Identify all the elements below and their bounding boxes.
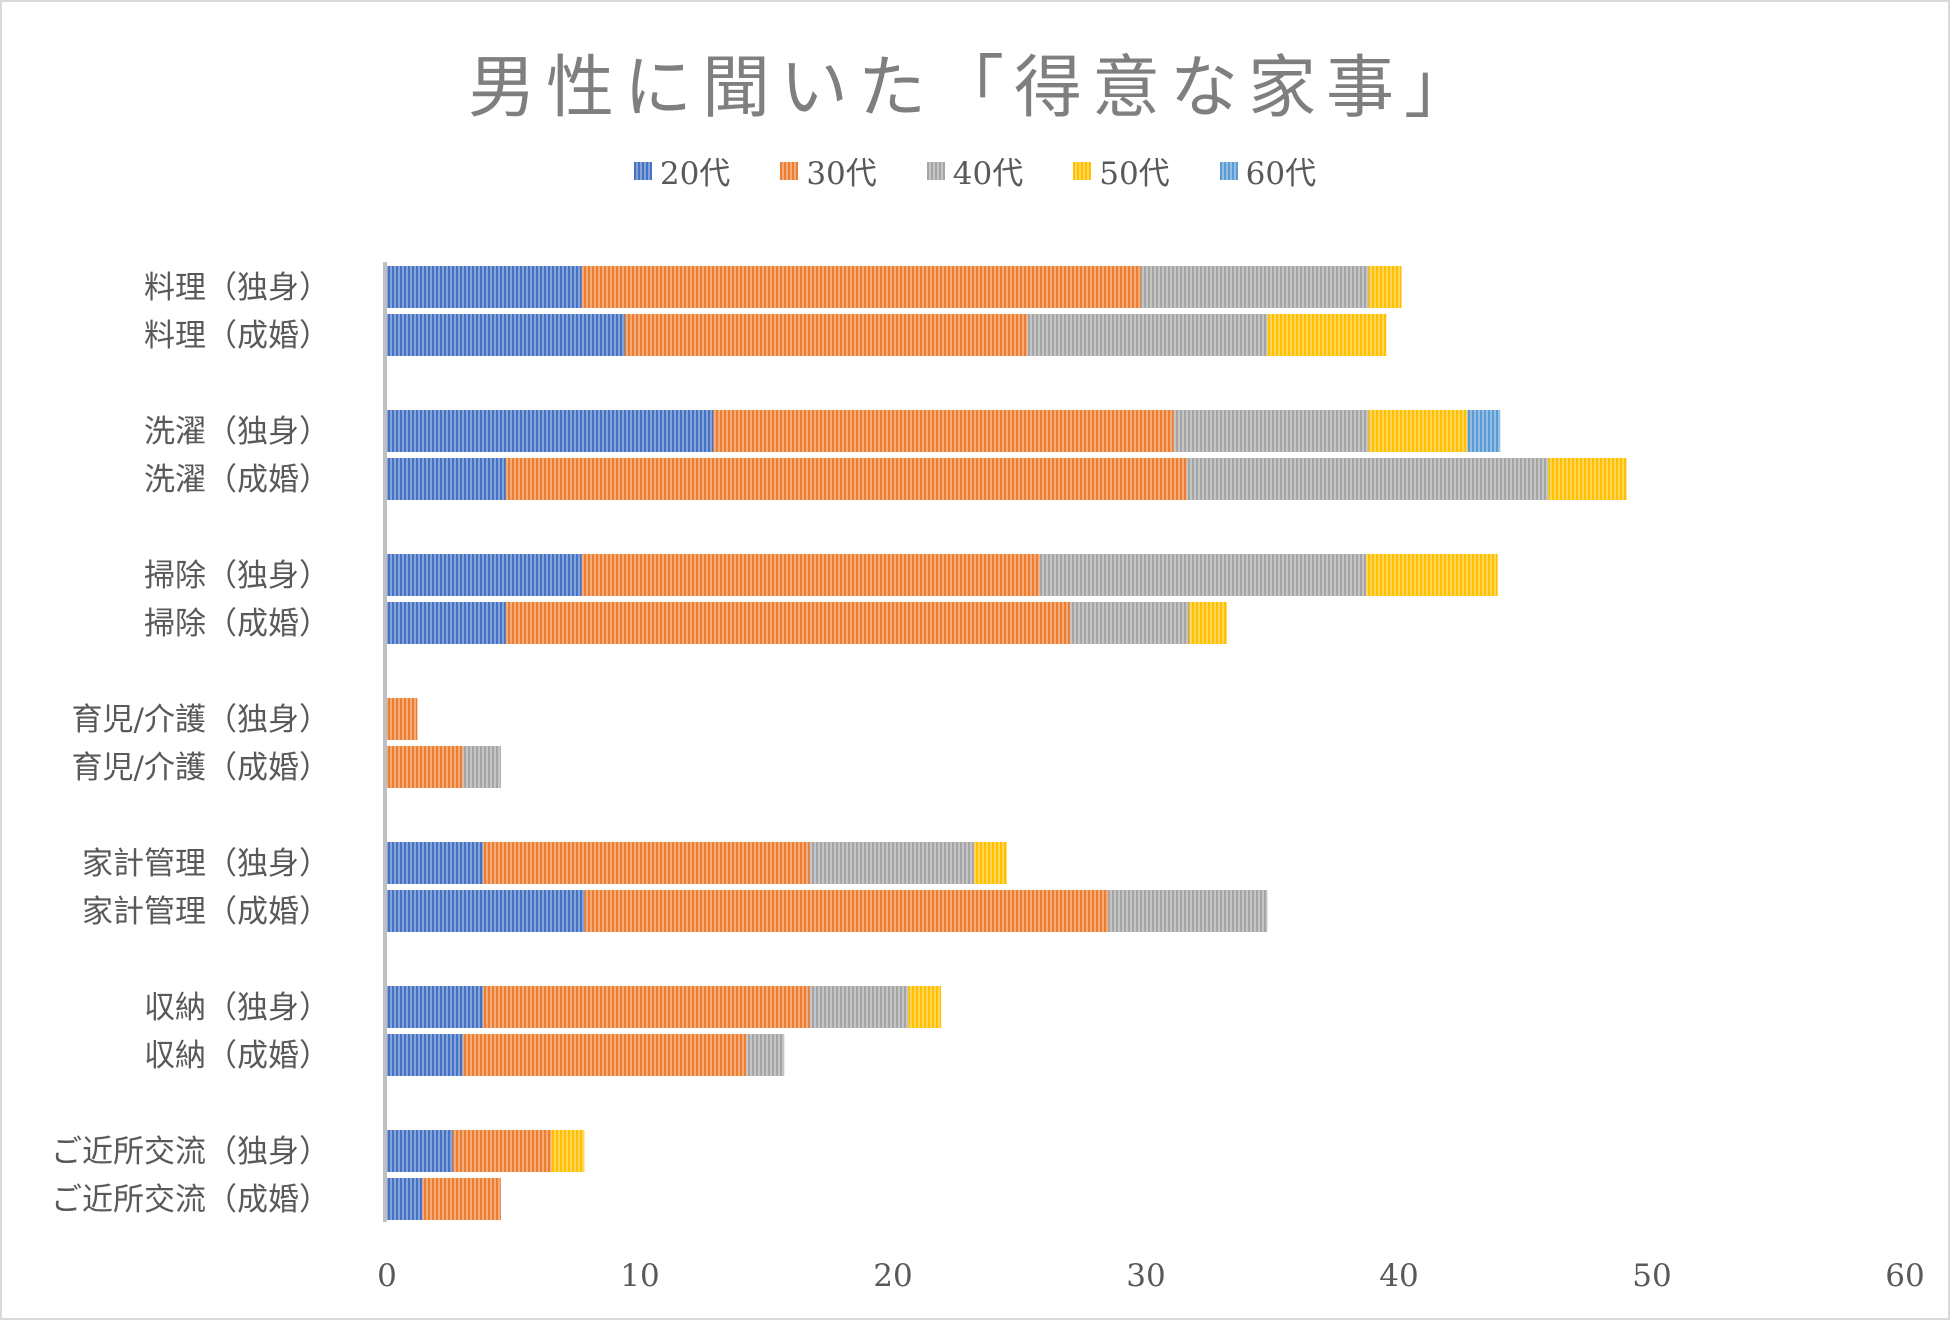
bar-segment-20代: [387, 458, 506, 500]
bar-segment-50代: [1548, 458, 1627, 500]
bar-segment-30代: [584, 890, 1109, 932]
bar-segment-60代: [1467, 410, 1501, 452]
bar-segment-30代: [505, 458, 1187, 500]
bar-segment-30代: [581, 266, 1141, 308]
bars-layer: [387, 266, 1627, 1220]
category-label: 掃除（成婚）: [144, 606, 330, 642]
bar-segment-40代: [1186, 458, 1549, 500]
category-labels: 料理（独身） 料理（成婚） 洗濯（独身） 洗濯（成婚） 掃除（独身） 掃除（成婚） 育児/介…: [51, 270, 330, 1218]
bar-segment-20代: [387, 554, 582, 596]
category-label: 家計管理（成婚）: [82, 894, 330, 930]
bar-segment-50代: [1368, 410, 1468, 452]
bar-segment-30代: [483, 986, 810, 1028]
bar-segment-20代: [387, 314, 625, 356]
bar-segment-40代: [809, 842, 974, 884]
bar-segment-40代: [1039, 554, 1367, 596]
category-label: 料理（独身）: [144, 270, 330, 306]
bar-segment-40代: [1070, 602, 1190, 644]
bar-segment-20代: [387, 266, 582, 308]
bar-segment-50代: [1368, 266, 1402, 308]
legend-item-30代: 30代: [780, 148, 877, 193]
bar-segment-30代: [483, 842, 810, 884]
bar-segment-30代: [505, 602, 1071, 644]
bar-segment-20代: [387, 986, 484, 1028]
bar-segment-40代: [809, 986, 909, 1028]
category-label: 収納（独身）: [144, 990, 330, 1026]
bar-segment-20代: [387, 602, 506, 644]
bar-segment-50代: [551, 1130, 585, 1172]
bar-segment-20代: [387, 842, 484, 884]
bar-segment-40代: [746, 1034, 785, 1076]
bar-segment-40代: [1173, 410, 1369, 452]
bar-segment-40代: [462, 746, 501, 788]
x-tick-label: 40: [1379, 1258, 1418, 1294]
bar-segment-20代: [387, 1130, 453, 1172]
x-tick-label: 20: [873, 1258, 912, 1294]
x-tick-label: 30: [1126, 1258, 1165, 1294]
legend: 20代 30代 40代 50代 60代: [0, 148, 1950, 193]
x-tick-label: 0: [377, 1258, 397, 1294]
category-label: 育児/介護（成婚）: [72, 750, 330, 786]
bar-segment-30代: [422, 1178, 501, 1220]
bar-segment-40代: [1140, 266, 1369, 308]
x-tick-label: 50: [1632, 1258, 1671, 1294]
legend-swatch: [926, 161, 945, 180]
bar-segment-30代: [387, 746, 463, 788]
bar-segment-20代: [387, 410, 714, 452]
bar-segment-40代: [1027, 314, 1268, 356]
bar-segment-20代: [387, 1034, 463, 1076]
bar-segment-50代: [1267, 314, 1387, 356]
legend-label: 20代: [659, 156, 731, 192]
bar-segment-20代: [387, 890, 585, 932]
bar-segment-50代: [908, 986, 942, 1028]
legend-item-60代: 60代: [1219, 148, 1317, 193]
bar-segment-50代: [1366, 554, 1498, 596]
bar-segment-40代: [1108, 890, 1268, 932]
bar-segment-20代: [387, 1178, 423, 1220]
legend-swatch: [1219, 161, 1238, 180]
category-label: 家計管理（独身）: [82, 846, 330, 882]
bar-segment-50代: [1189, 602, 1227, 644]
bar-segment-30代: [387, 698, 418, 740]
category-label: 洗濯（独身）: [144, 414, 330, 450]
bar-segment-30代: [624, 314, 1028, 356]
bar-segment-30代: [462, 1034, 747, 1076]
legend-swatch: [1073, 161, 1092, 180]
legend-label: 50代: [1099, 156, 1170, 192]
category-label: 掃除（独身）: [144, 558, 330, 594]
legend-item-50代: 50代: [1073, 148, 1170, 193]
bar-segment-50代: [973, 842, 1007, 884]
legend-swatch: [780, 161, 799, 180]
x-tick-label: 60: [1885, 1258, 1924, 1294]
bar-segment-30代: [581, 554, 1040, 596]
category-label: ご近所交流（独身）: [51, 1134, 330, 1170]
x-tick-labels: 0 10 20 30 40 50 60: [377, 1258, 1925, 1294]
legend-label: 60代: [1245, 156, 1317, 192]
x-tick-label: 10: [620, 1258, 659, 1294]
category-label: 料理（成婚）: [144, 318, 330, 354]
bar-segment-30代: [452, 1130, 552, 1172]
bar-segment-30代: [713, 410, 1174, 452]
chart-title: 男性に聞いた「得意な家事」: [467, 49, 1482, 128]
legend-item-20代: 20代: [633, 148, 731, 193]
legend-label: 30代: [806, 156, 877, 192]
category-label: 育児/介護（独身）: [72, 702, 330, 738]
legend-swatch: [633, 161, 652, 180]
category-label: 収納（成婚）: [144, 1038, 330, 1074]
category-label: ご近所交流（成婚）: [51, 1182, 330, 1218]
legend-label: 40代: [952, 156, 1024, 192]
category-label: 洗濯（成婚）: [144, 462, 330, 498]
legend-item-40代: 40代: [926, 148, 1024, 193]
